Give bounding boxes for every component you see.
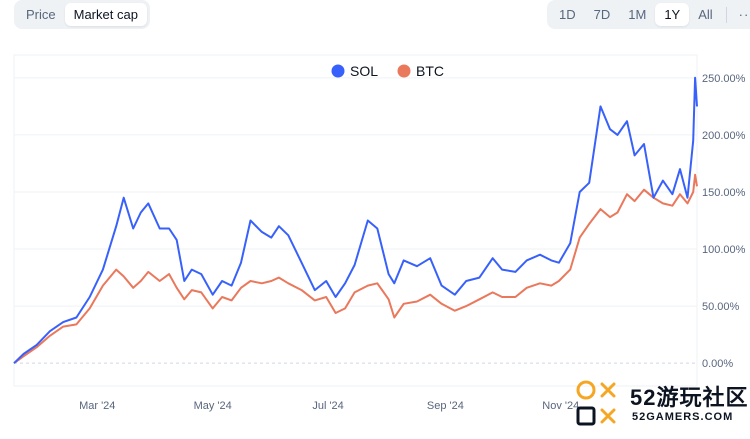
chart-mode-toggle: Price Market cap — [14, 0, 150, 29]
mode-option-market-cap[interactable]: Market cap — [64, 3, 147, 26]
range-option-7d[interactable]: 7D — [593, 7, 611, 22]
range-option-all[interactable]: All — [698, 7, 713, 22]
x-tick-label: Mar '24 — [79, 400, 115, 412]
watermark: 52游玩社区 52GAMERS.COM — [572, 374, 750, 434]
y-tick-label: 100.00% — [702, 244, 746, 256]
mode-option-price[interactable]: Price — [26, 7, 56, 22]
range-option-1m[interactable]: 1M — [628, 7, 647, 22]
legend-label-btc: BTC — [416, 63, 444, 79]
x-tick-label: Sep '24 — [427, 400, 464, 412]
legend-label-sol: SOL — [350, 63, 378, 79]
x-tick-label: Nov '24 — [542, 400, 579, 412]
more-options-button[interactable]: ··· — [738, 7, 750, 22]
watermark-logo-icon — [576, 380, 616, 426]
plot-frame — [13, 54, 698, 387]
watermark-text: 52游玩社区 — [630, 385, 749, 410]
y-tick-label: 50.00% — [702, 301, 740, 313]
range-option-1d[interactable]: 1D — [559, 7, 576, 22]
y-tick-label: 200.00% — [702, 130, 746, 142]
legend-marker-btc — [397, 64, 411, 78]
y-tick-label: 250.00% — [702, 73, 746, 85]
range-option-1y[interactable]: 1Y — [655, 3, 690, 26]
legend-marker-sol — [331, 64, 345, 78]
time-range-selector: 1D 7D 1M 1Y All ··· — [547, 0, 750, 29]
toolbar-divider — [725, 6, 727, 23]
y-tick-label: 150.00% — [702, 187, 746, 199]
y-tick-label: 0.00% — [702, 358, 733, 370]
series-line-sol — [13, 76, 698, 364]
watermark-url: 52GAMERS.COM — [632, 411, 734, 423]
x-tick-label: May '24 — [194, 400, 232, 412]
x-tick-label: Jul '24 — [312, 400, 343, 412]
series-line-btc — [13, 173, 698, 365]
